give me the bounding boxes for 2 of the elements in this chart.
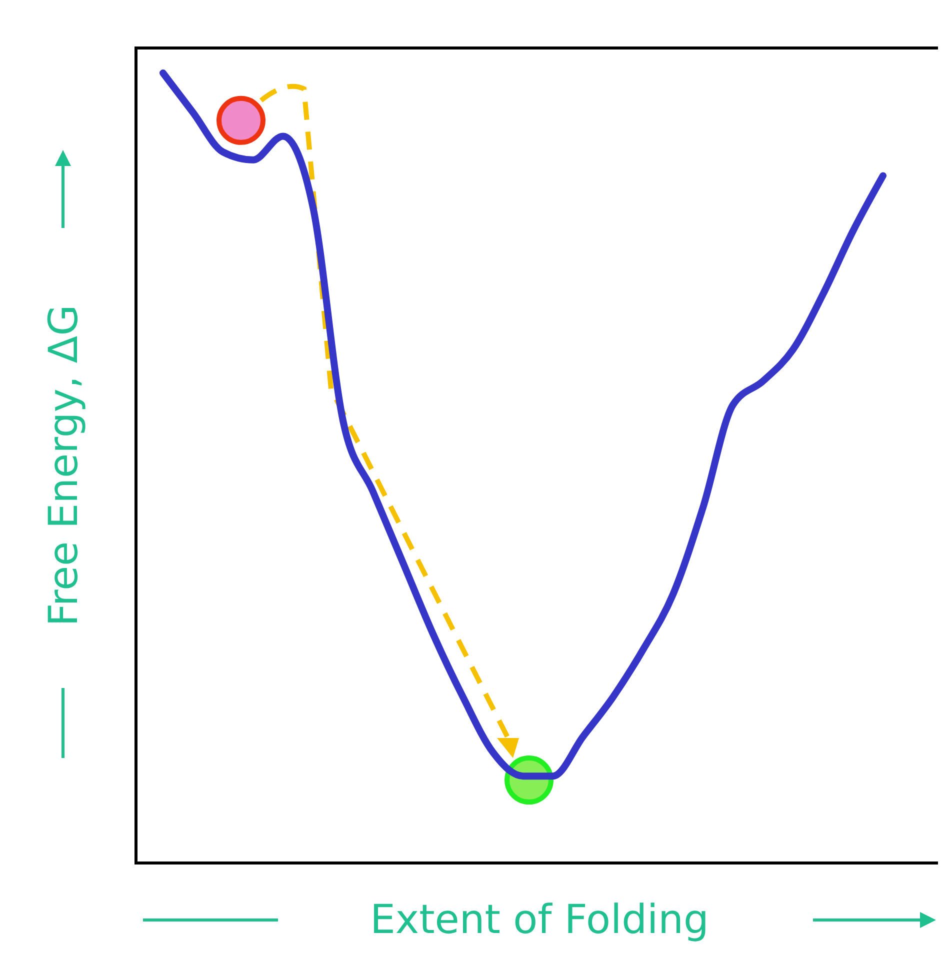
y-axis-title: Free Energy, ΔG bbox=[40, 304, 87, 626]
x-axis-title: Extent of Folding bbox=[370, 897, 709, 943]
